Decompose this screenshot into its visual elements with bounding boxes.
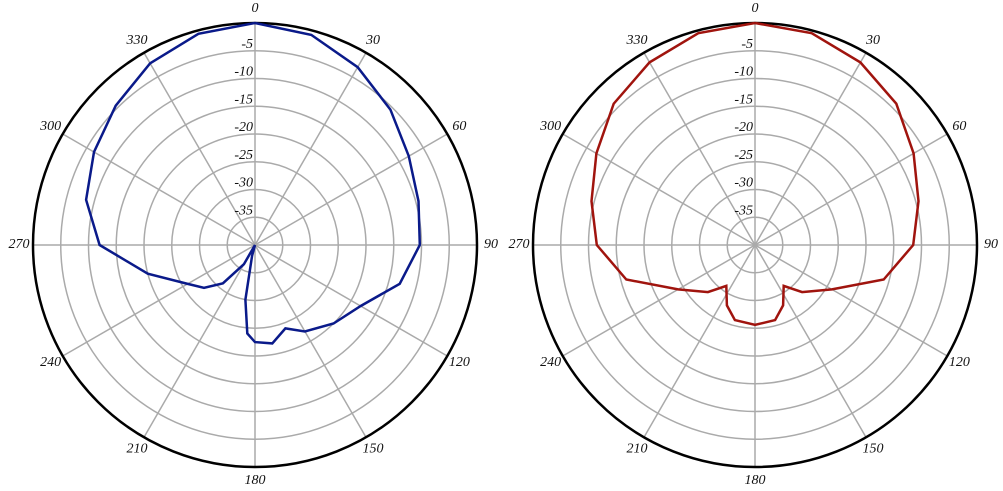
angle-label: 270: [9, 237, 30, 252]
angle-label: 60: [452, 119, 466, 134]
angle-label: 120: [449, 355, 470, 370]
radial-label: -30: [234, 176, 253, 191]
ring: [643, 133, 867, 357]
radial-label: -35: [734, 203, 753, 218]
radial-label: -10: [234, 65, 253, 80]
ring: [87, 77, 423, 413]
ring: [615, 105, 895, 385]
angle-label: 330: [126, 33, 148, 48]
radial-label: -20: [234, 120, 253, 135]
ring: [198, 188, 312, 302]
ring: [587, 77, 923, 413]
angle-label: 90: [984, 237, 998, 252]
pattern-line: [590, 21, 920, 327]
ring: [226, 216, 284, 274]
angle-label: 120: [949, 355, 970, 370]
ring: [698, 188, 812, 302]
ring: [560, 50, 950, 440]
angle-label: 300: [539, 119, 561, 134]
ring: [171, 161, 339, 329]
angle-label: 300: [39, 119, 61, 134]
radial-label: -5: [741, 37, 753, 52]
ring: [726, 216, 784, 274]
angle-label: 0: [252, 1, 259, 16]
angle-label: 210: [627, 442, 648, 457]
radial-label: -20: [734, 120, 753, 135]
radial-label: -30: [734, 176, 753, 191]
radial-label: -15: [234, 92, 253, 107]
angle-label: 240: [540, 355, 561, 370]
angle-label: 30: [865, 33, 880, 48]
radial-label: -25: [234, 148, 253, 163]
angle-label: 240: [40, 355, 61, 370]
angle-label: 0: [752, 1, 759, 16]
pattern-line: [84, 21, 422, 345]
ring: [60, 50, 450, 440]
angle-label: 330: [626, 33, 648, 48]
ring: [115, 105, 395, 385]
angle-label: 210: [127, 442, 148, 457]
ring: [671, 161, 839, 329]
radial-label: -10: [734, 65, 753, 80]
radial-label: -25: [734, 148, 753, 163]
angle-label: 270: [509, 237, 530, 252]
radial-label: -35: [234, 203, 253, 218]
angle-label: 180: [245, 473, 266, 488]
angle-label: 90: [484, 237, 498, 252]
angle-label: 150: [363, 442, 384, 457]
radial-label: -15: [734, 92, 753, 107]
angle-label: 30: [365, 33, 380, 48]
angle-label: 60: [952, 119, 966, 134]
ring: [143, 133, 367, 357]
angle-label: 150: [863, 442, 884, 457]
angle-label: 180: [745, 473, 766, 488]
radial-label: -5: [241, 37, 253, 52]
